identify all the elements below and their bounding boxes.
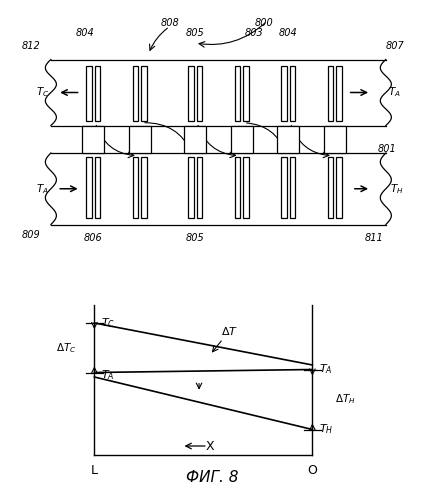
Text: 807: 807 [386, 41, 404, 51]
Bar [196, 157, 202, 218]
Bar [133, 66, 138, 122]
Bar [82, 126, 104, 153]
Bar [196, 66, 202, 122]
Text: $T_A$: $T_A$ [36, 182, 49, 196]
Bar [328, 157, 334, 218]
Bar [188, 66, 193, 122]
Text: $\Delta T$: $\Delta T$ [221, 326, 238, 338]
Bar [337, 66, 342, 122]
Text: X: X [206, 440, 214, 452]
Text: 804: 804 [279, 28, 298, 38]
Text: 806: 806 [84, 233, 103, 243]
Text: $T_A$: $T_A$ [101, 368, 114, 382]
Bar [290, 66, 295, 122]
Text: $T_H$: $T_H$ [319, 422, 333, 436]
Bar [328, 66, 334, 122]
Bar [290, 157, 295, 218]
Text: 800: 800 [254, 18, 273, 28]
Text: 811: 811 [365, 233, 383, 243]
Text: $\Delta T_H$: $\Delta T_H$ [335, 392, 355, 406]
Text: 808: 808 [160, 18, 179, 28]
Text: 803: 803 [245, 28, 264, 38]
Bar [277, 126, 299, 153]
Text: 805: 805 [186, 233, 204, 243]
Text: $T_A$: $T_A$ [388, 86, 401, 100]
Bar [133, 157, 138, 218]
Text: $\Delta T_C$: $\Delta T_C$ [56, 341, 76, 354]
Bar [184, 126, 206, 153]
Bar [324, 126, 346, 153]
Bar [243, 66, 248, 122]
Bar [188, 157, 193, 218]
Bar [235, 66, 240, 122]
Text: $T_H$: $T_H$ [390, 182, 403, 196]
Bar [231, 126, 253, 153]
Text: $T_A$: $T_A$ [319, 362, 332, 376]
Bar [243, 157, 248, 218]
Bar [86, 157, 92, 218]
Bar [86, 66, 92, 122]
Bar [95, 66, 100, 122]
Text: $T_C$: $T_C$ [36, 86, 49, 100]
Text: ФИГ. 8: ФИГ. 8 [186, 470, 238, 485]
Bar [95, 157, 100, 218]
Bar [282, 66, 287, 122]
Text: L: L [91, 464, 98, 477]
Bar [129, 126, 151, 153]
Bar [235, 157, 240, 218]
Text: 809: 809 [21, 230, 40, 240]
Text: 801: 801 [377, 144, 396, 154]
Text: $T_C$: $T_C$ [101, 316, 115, 330]
Text: O: O [307, 464, 318, 477]
Text: 804: 804 [75, 28, 94, 38]
Bar [141, 157, 147, 218]
Text: 812: 812 [21, 41, 40, 51]
Bar [282, 157, 287, 218]
Bar [141, 66, 147, 122]
Bar [337, 157, 342, 218]
Text: 805: 805 [186, 28, 204, 38]
